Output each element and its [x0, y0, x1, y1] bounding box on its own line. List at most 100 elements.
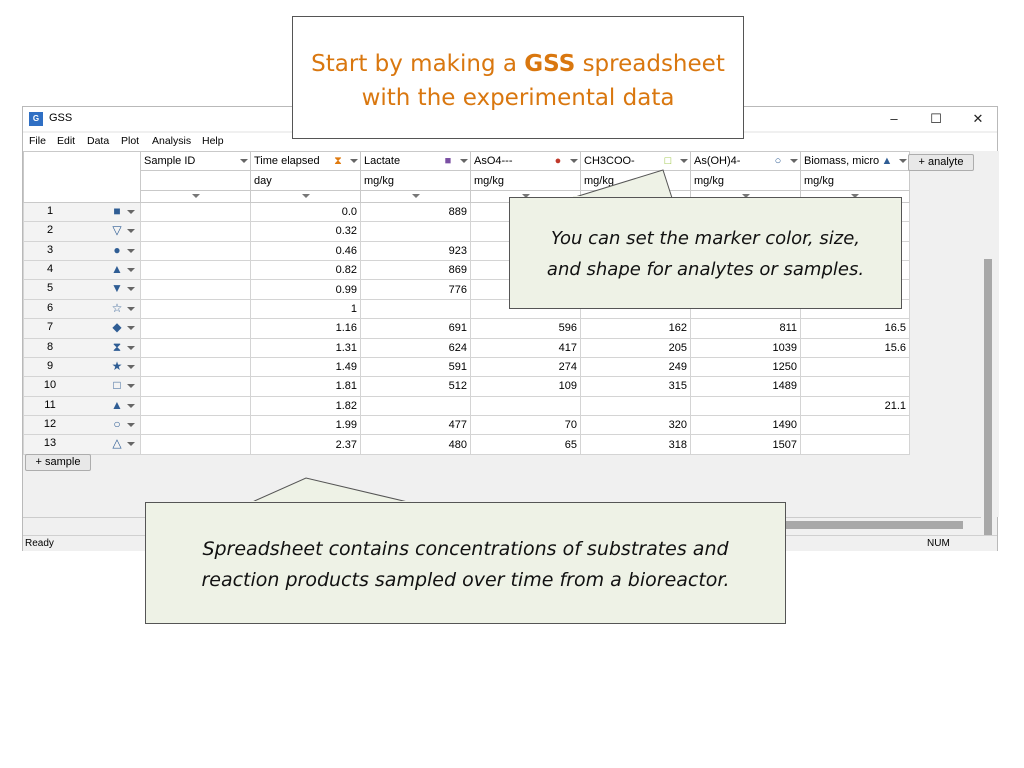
cell[interactable]: 0.32	[250, 221, 361, 242]
cell[interactable]: 320	[580, 415, 691, 436]
menu-analysis[interactable]: Analysis	[152, 135, 192, 147]
cell[interactable]	[360, 395, 471, 417]
row-header[interactable]: 7 ◆	[23, 318, 141, 339]
cell[interactable]: 1.99	[250, 415, 361, 436]
row-header[interactable]: 4 ▲	[23, 259, 141, 281]
cell[interactable]	[140, 376, 251, 397]
cell[interactable]: 776	[360, 279, 471, 300]
row-header[interactable]: 11 ▲	[23, 395, 141, 417]
sample-marker-icon[interactable]: ▲	[111, 397, 123, 412]
unit-cell-4[interactable]: mg/kg	[580, 170, 691, 191]
marker-icon[interactable]: □	[664, 155, 672, 167]
chevron-down-icon[interactable]	[127, 403, 135, 408]
cell[interactable]: 1.82	[250, 395, 361, 417]
cell[interactable]: 691	[360, 318, 471, 339]
row-header[interactable]: 5 ▼	[23, 279, 141, 300]
marker-icon[interactable]: ■	[444, 155, 452, 167]
row-header[interactable]: 9 ★	[23, 356, 141, 378]
horizontal-scroll-thumb[interactable]	[785, 521, 963, 529]
cell[interactable]: 65	[470, 434, 581, 455]
chevron-down-icon[interactable]	[127, 423, 135, 428]
cell[interactable]	[800, 356, 910, 378]
sample-marker-icon[interactable]: ◆	[112, 320, 122, 335]
row-header[interactable]: 3 ●	[23, 240, 141, 261]
sample-marker-icon[interactable]: ▲	[111, 261, 123, 276]
cell[interactable]: 477	[360, 415, 471, 436]
chevron-down-icon[interactable]	[127, 287, 135, 292]
cell[interactable]	[140, 298, 251, 320]
chevron-down-icon[interactable]	[191, 193, 200, 198]
sort-cell-0[interactable]	[140, 189, 251, 203]
row-header[interactable]: 10 □	[23, 376, 141, 397]
cell[interactable]: 0.46	[250, 240, 361, 261]
cell[interactable]: 1.49	[250, 356, 361, 378]
chevron-down-icon[interactable]	[301, 193, 310, 198]
column-header-1[interactable]: Time elapsed ⧗	[250, 150, 361, 172]
cell[interactable]: 591	[360, 356, 471, 378]
cell[interactable]: 0.82	[250, 259, 361, 281]
unit-cell-6[interactable]: mg/kg	[800, 170, 910, 191]
unit-cell-1[interactable]: day	[250, 170, 361, 191]
cell[interactable]	[140, 318, 251, 339]
cell[interactable]	[140, 415, 251, 436]
cell[interactable]: 1.16	[250, 318, 361, 339]
chevron-down-icon[interactable]	[127, 326, 135, 331]
vertical-scroll-thumb[interactable]	[984, 259, 992, 545]
cell[interactable]: 923	[360, 240, 471, 261]
chevron-down-icon[interactable]	[127, 364, 135, 369]
cell[interactable]	[140, 221, 251, 242]
vertical-scrollbar[interactable]	[981, 259, 993, 545]
cell[interactable]: 318	[580, 434, 691, 455]
row-header[interactable]: 12 ○	[23, 415, 141, 436]
chevron-down-icon[interactable]	[127, 442, 135, 447]
sample-marker-icon[interactable]: ☆	[111, 300, 123, 315]
cell[interactable]	[800, 376, 910, 397]
sample-marker-icon[interactable]: ⧗	[112, 339, 122, 354]
cell[interactable]: 109	[470, 376, 581, 397]
menu-help[interactable]: Help	[202, 135, 224, 147]
marker-icon[interactable]: ○	[774, 155, 782, 167]
cell[interactable]	[470, 395, 581, 417]
cell[interactable]: 2.37	[250, 434, 361, 455]
cell[interactable]: 1489	[690, 376, 801, 397]
row-header[interactable]: 6 ☆	[23, 298, 141, 320]
sort-cell-1[interactable]	[250, 189, 361, 203]
chevron-down-icon[interactable]	[127, 306, 135, 311]
cell[interactable]: 249	[580, 356, 691, 378]
cell[interactable]: 417	[470, 337, 581, 358]
chevron-down-icon[interactable]	[460, 159, 468, 163]
chevron-down-icon[interactable]	[127, 229, 135, 234]
cell[interactable]	[140, 240, 251, 261]
close-button[interactable]: ✕	[972, 111, 984, 126]
cell[interactable]: 70	[470, 415, 581, 436]
column-header-2[interactable]: Lactate ■	[360, 150, 471, 172]
cell[interactable]	[800, 415, 910, 436]
cell[interactable]: 1.31	[250, 337, 361, 358]
cell[interactable]: 315	[580, 376, 691, 397]
chevron-down-icon[interactable]	[240, 159, 248, 163]
chevron-down-icon[interactable]	[741, 193, 750, 198]
chevron-down-icon[interactable]	[350, 159, 358, 163]
row-header[interactable]: 1 ■	[23, 201, 141, 223]
cell[interactable]	[140, 201, 251, 223]
cell[interactable]: 480	[360, 434, 471, 455]
cell[interactable]	[580, 395, 691, 417]
cell[interactable]	[140, 279, 251, 300]
cell[interactable]	[140, 337, 251, 358]
cell[interactable]: 811	[690, 318, 801, 339]
sample-marker-icon[interactable]: ▼	[111, 281, 123, 296]
cell[interactable]: 889	[360, 201, 471, 223]
sample-marker-icon[interactable]: □	[113, 378, 121, 393]
cell[interactable]	[360, 221, 471, 242]
cell[interactable]: 274	[470, 356, 581, 378]
sample-marker-icon[interactable]: ○	[113, 417, 121, 432]
cell[interactable]: 1.81	[250, 376, 361, 397]
marker-icon[interactable]: ▲	[881, 155, 893, 167]
cell[interactable]: 1039	[690, 337, 801, 358]
chevron-down-icon[interactable]	[899, 159, 907, 163]
sample-marker-icon[interactable]: ●	[113, 242, 121, 257]
cell[interactable]: 15.6	[800, 337, 910, 358]
cell[interactable]: 1490	[690, 415, 801, 436]
cell[interactable]: 1507	[690, 434, 801, 455]
column-header-6[interactable]: Biomass, micro ▲	[800, 150, 910, 172]
